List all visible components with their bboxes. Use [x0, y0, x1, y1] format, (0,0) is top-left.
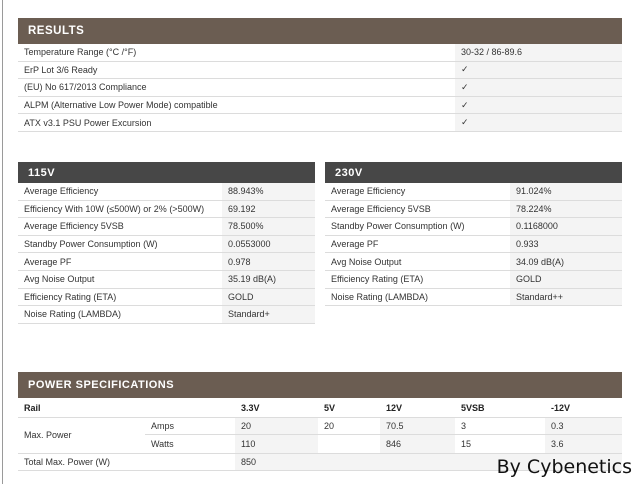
table-row: Avg Noise Output 34.09 dB(A)	[325, 253, 622, 271]
row-value: ✓	[455, 79, 622, 96]
table-row: Average Efficiency 5VSB 78.224%	[325, 200, 622, 219]
row-label: Average PF	[24, 256, 72, 267]
table-row: Standby Power Consumption (W) 0.0553000	[18, 235, 315, 254]
rail-header: 3.3V	[241, 403, 260, 414]
watts-value: 110	[235, 435, 318, 453]
row-label: Noise Rating (LAMBDA)	[331, 291, 429, 302]
row-value: 91.024%	[510, 183, 622, 200]
watts-value: 15	[461, 438, 472, 449]
row-label: ALPM (Alternative Low Power Mode) compat…	[24, 100, 218, 111]
row-label: Average Efficiency 5VSB	[331, 203, 431, 214]
watts-value: 3.6	[545, 435, 622, 453]
row-value: 34.09 dB(A)	[510, 253, 622, 270]
table-row: Average Efficiency 88.943%	[18, 183, 315, 201]
table-row: Efficiency Rating (ETA) GOLD	[18, 288, 315, 307]
row-value: 0.0553000	[222, 235, 315, 253]
table-115v: 115V Average Efficiency 88.943% Efficiency…	[18, 162, 315, 324]
row-label: ATX v3.1 PSU Power Excursion	[24, 117, 152, 128]
table-row: Efficiency With 10W (≤500W) or 2% (>500W…	[18, 200, 315, 219]
credit-text: By Cybenetics	[496, 456, 632, 478]
table-row: Noise Rating (LAMBDA) Standard+	[18, 306, 315, 324]
power-specs-header: POWER SPECIFICATIONS	[18, 372, 622, 398]
row-label: Avg Noise Output	[24, 274, 95, 285]
header-115v: 115V	[18, 162, 315, 183]
row-value: 0.978	[222, 253, 315, 270]
rail-header: 5VSB	[461, 403, 485, 414]
row-label: Avg Noise Output	[331, 256, 402, 267]
table-row: Efficiency Rating (ETA) GOLD	[325, 270, 622, 289]
row-value: 78.500%	[222, 218, 315, 235]
rail-header: -12V	[551, 403, 571, 414]
amps-value: 20	[324, 420, 335, 431]
row-value: 69.192	[222, 200, 315, 218]
row-label: Efficiency With 10W (≤500W) or 2% (>500W…	[24, 203, 205, 214]
watts-value	[318, 435, 380, 453]
row-label: Standby Power Consumption (W)	[24, 239, 158, 250]
row-value: ✓	[455, 61, 622, 79]
table-row: ATX v3.1 PSU Power Excursion ✓	[18, 114, 622, 132]
row-label: Noise Rating (LAMBDA)	[24, 309, 122, 320]
page-edge	[0, 0, 3, 484]
table-row: Temperature Range (°C /°F) 30-32 / 86-89.…	[18, 44, 622, 62]
watts-label: Watts	[151, 438, 174, 449]
row-value: GOLD	[222, 288, 315, 306]
results-table: RESULTS Temperature Range (°C /°F) 30-32 …	[18, 18, 622, 132]
row-label: Standby Power Consumption (W)	[331, 221, 465, 232]
row-value: 78.224%	[510, 200, 622, 218]
row-value: 0.933	[510, 235, 622, 253]
header-230v: 230V	[325, 162, 622, 183]
row-value: ✓	[455, 96, 622, 114]
table-row: Average PF 0.978	[18, 253, 315, 271]
amps-value: 20	[235, 417, 318, 435]
table-230v: 230V Average Efficiency 91.024% Average Ef…	[325, 162, 622, 307]
row-label: (EU) No 617/2013 Compliance	[24, 82, 147, 93]
table-row: ALPM (Alternative Low Power Mode) compat…	[18, 96, 622, 115]
amps-value: 0.3	[545, 417, 622, 435]
row-label: Temperature Range (°C /°F)	[24, 47, 137, 58]
row-value: 0.1168000	[510, 218, 622, 235]
table-row: Average Efficiency 5VSB 78.500%	[18, 218, 315, 236]
row-value: Standard+	[222, 306, 315, 323]
amps-value: 3	[461, 420, 467, 431]
row-label: Efficiency Rating (ETA)	[24, 291, 117, 302]
row-value: 88.943%	[222, 183, 315, 200]
power-specs-table: POWER SPECIFICATIONS Rail 3.3V 5V 12V 5V…	[18, 372, 622, 472]
row-label: ErP Lot 3/6 Ready	[24, 64, 98, 75]
rail-header: 12V	[386, 403, 403, 414]
results-header: RESULTS	[18, 18, 622, 44]
row-value: 30-32 / 86-89.6	[455, 44, 622, 61]
row-value: 35.19 dB(A)	[222, 270, 315, 288]
table-row: Average PF 0.933	[325, 235, 622, 254]
total-power-value: 850	[235, 453, 622, 471]
row-value: Standard++	[510, 288, 622, 306]
watts-value: 846	[380, 435, 455, 453]
row-label: Average Efficiency	[331, 186, 406, 197]
table-row: (EU) No 617/2013 Compliance ✓	[18, 79, 622, 97]
table-row: Noise Rating (LAMBDA) Standard++	[325, 288, 622, 307]
table-row: Standby Power Consumption (W) 0.1168000	[325, 218, 622, 236]
table-row: Average Efficiency 91.024%	[325, 183, 622, 201]
amps-label: Amps	[151, 420, 175, 431]
row-value: ✓	[455, 114, 622, 131]
row-value: GOLD	[510, 270, 622, 288]
rail-header: 5V	[324, 403, 336, 414]
row-label: Average PF	[331, 239, 379, 250]
table-row: Avg Noise Output 35.19 dB(A)	[18, 270, 315, 289]
row-label: Average Efficiency	[24, 186, 99, 197]
row-label: Efficiency Rating (ETA)	[331, 274, 424, 285]
rail-label: Rail	[24, 403, 41, 414]
total-power-label: Total Max. Power (W)	[24, 457, 111, 468]
row-label: Average Efficiency 5VSB	[24, 221, 124, 232]
table-row: ErP Lot 3/6 Ready ✓	[18, 61, 622, 80]
amps-value: 70.5	[380, 417, 455, 435]
max-power-label: Max. Power	[24, 430, 72, 441]
